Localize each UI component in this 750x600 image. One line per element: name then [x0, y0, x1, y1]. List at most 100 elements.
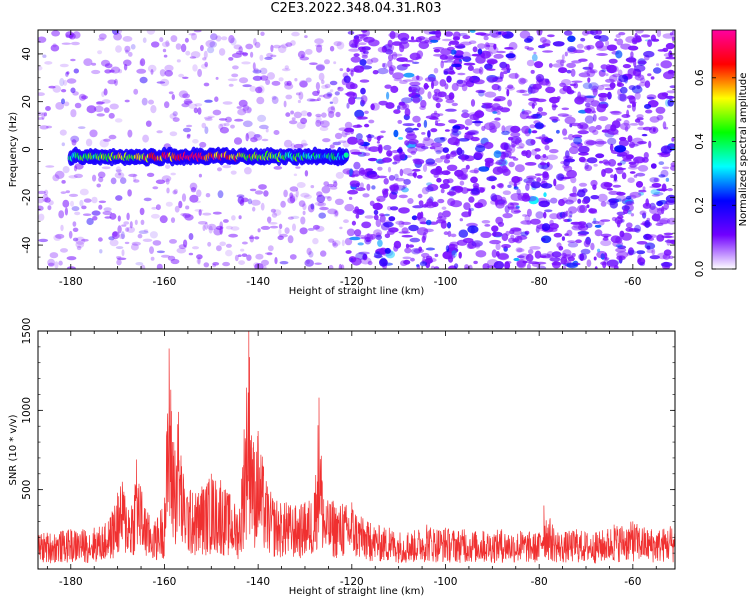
- spectrogram-noise-blob: [120, 177, 127, 185]
- spectrogram-noise-blob: [333, 41, 342, 47]
- spectrogram-noise-blob: [273, 209, 282, 216]
- spectrogram-noise-blob: [300, 192, 310, 198]
- spectrogram-noise-blob: [98, 237, 103, 242]
- spectrogram-noise-blob: [594, 224, 602, 228]
- spectrogram-noise-blob: [530, 218, 541, 225]
- spectrogram-noise-blob: [273, 166, 283, 170]
- spectrogram-noise-blob: [569, 90, 576, 94]
- spectrogram-noise-blob: [566, 169, 577, 179]
- spectrogram-noise-blob: [587, 77, 591, 83]
- spectrogram-noise-blob: [141, 97, 148, 106]
- spectrogram-noise-blob: [176, 59, 181, 63]
- spectrogram-noise-blob: [628, 55, 635, 64]
- spectrogram-noise-blob: [592, 184, 597, 191]
- spectrogram-noise-blob: [71, 206, 80, 212]
- spectrogram-noise-blob: [558, 67, 568, 74]
- spectrogram-noise-blob: [435, 150, 442, 155]
- spectrogram-noise-blob: [365, 134, 375, 139]
- spectrogram-noise-blob: [97, 37, 105, 42]
- spectrogram-noise-blob: [161, 175, 172, 183]
- spectrogram-noise-blob: [309, 62, 318, 65]
- spectrogram-noise-blob: [548, 96, 560, 104]
- spectrogram-noise-blob: [594, 229, 603, 237]
- spectrogram-noise-blob: [464, 126, 469, 130]
- spectrogram-noise-blob: [45, 125, 53, 129]
- spectrogram-noise-blob: [564, 116, 576, 125]
- spectrogram-noise-blob: [388, 54, 394, 62]
- spectrogram-noise-blob: [238, 46, 243, 53]
- spectrogram-noise-blob: [225, 225, 233, 230]
- spectrogram-noise-blob: [657, 208, 663, 216]
- spectrogram-noise-blob: [658, 161, 665, 166]
- spectrogram-noise-blob: [627, 177, 635, 183]
- spectrogram-noise-blob: [65, 190, 71, 194]
- spectrogram-noise-blob: [180, 43, 187, 53]
- spectrogram-noise-blob: [242, 52, 249, 57]
- spectrogram-noise-blob: [629, 171, 636, 174]
- spectrogram-noise-blob: [52, 85, 62, 93]
- spectrogram-noise-blob: [600, 201, 607, 207]
- spectrogram-noise-blob: [233, 44, 242, 50]
- spectrogram-noise-blob: [348, 39, 357, 48]
- spectrogram-noise-blob: [651, 183, 662, 188]
- spectrogram-noise-blob: [578, 72, 591, 78]
- spectrogram-noise-blob: [534, 122, 544, 130]
- spectrogram-noise-blob: [249, 85, 257, 92]
- spectrogram-noise-blob: [471, 187, 480, 195]
- spectrogram-noise-blob: [446, 191, 457, 196]
- spectrogram-noise-blob: [598, 92, 609, 98]
- spectrogram-noise-blob: [495, 159, 507, 166]
- spectrogram-noise-blob: [143, 229, 149, 233]
- spectrogram-noise-blob: [306, 247, 312, 255]
- spectrogram-noise-blob: [606, 259, 619, 268]
- spectrogram-noise-blob: [169, 239, 177, 244]
- spectrogram-noise-blob: [250, 137, 258, 143]
- spectrogram-noise-blob: [512, 227, 522, 236]
- spectrogram-noise-blob: [384, 247, 391, 254]
- spectrogram-noise-blob: [348, 196, 353, 200]
- spectrogram-noise-blob: [454, 186, 464, 193]
- spectrogram-noise-blob: [563, 165, 573, 172]
- spectrogram-noise-blob: [616, 191, 626, 196]
- spectrogram-noise-blob: [525, 180, 533, 186]
- spectrogram-noise-blob: [484, 42, 490, 50]
- spectrogram-noise-blob: [502, 213, 513, 219]
- snr-xtick-label: -100: [434, 576, 458, 588]
- spectrogram-noise-blob: [598, 103, 609, 106]
- spectrogram-noise-blob: [453, 31, 461, 40]
- spectrogram-noise-blob: [445, 245, 450, 253]
- spectrogram-noise-blob: [425, 186, 434, 192]
- spectrogram-noise-blob: [277, 235, 284, 241]
- spectrogram-noise-blob: [318, 212, 327, 219]
- spectrogram-noise-blob: [75, 236, 86, 245]
- spectrogram-noise-blob: [637, 141, 647, 145]
- spectrogram-noise-blob: [159, 215, 168, 224]
- spectrogram-noise-blob: [289, 120, 298, 125]
- spectrogram-noise-blob: [398, 41, 410, 49]
- spectrogram-noise-blob: [519, 89, 525, 93]
- spectrogram-noise-blob: [473, 79, 485, 85]
- spectrogram-noise-blob: [228, 233, 239, 238]
- spectrogram-noise-blob: [407, 147, 418, 154]
- spectrogram-noise-blob: [309, 99, 320, 102]
- spectrogram-noise-blob: [595, 140, 607, 145]
- spectrogram-noise-blob: [452, 125, 461, 130]
- spectrogram-noise-blob: [338, 140, 347, 143]
- spectrogram-noise-blob: [246, 254, 252, 261]
- spectrogram-noise-blob: [357, 242, 364, 246]
- spectrogram-noise-blob: [333, 209, 339, 218]
- spectrogram-noise-blob: [65, 34, 70, 38]
- spectrogram-noise-blob: [184, 214, 194, 221]
- spectrogram-noise-blob: [440, 48, 452, 56]
- spectrogram-noise-blob: [238, 77, 249, 84]
- spectrogram-noise-blob: [96, 101, 104, 106]
- spectrogram-noise-blob: [386, 150, 393, 157]
- spectrogram-noise-blob: [202, 224, 206, 232]
- spectrogram-noise-blob: [73, 173, 83, 179]
- spectrogram-noise-blob: [207, 241, 212, 247]
- spectrogram-noise-blob: [602, 261, 607, 269]
- spectrogram-noise-blob: [72, 221, 77, 227]
- spectrogram-noise-blob: [182, 127, 192, 133]
- spectrogram-noise-blob: [625, 201, 635, 206]
